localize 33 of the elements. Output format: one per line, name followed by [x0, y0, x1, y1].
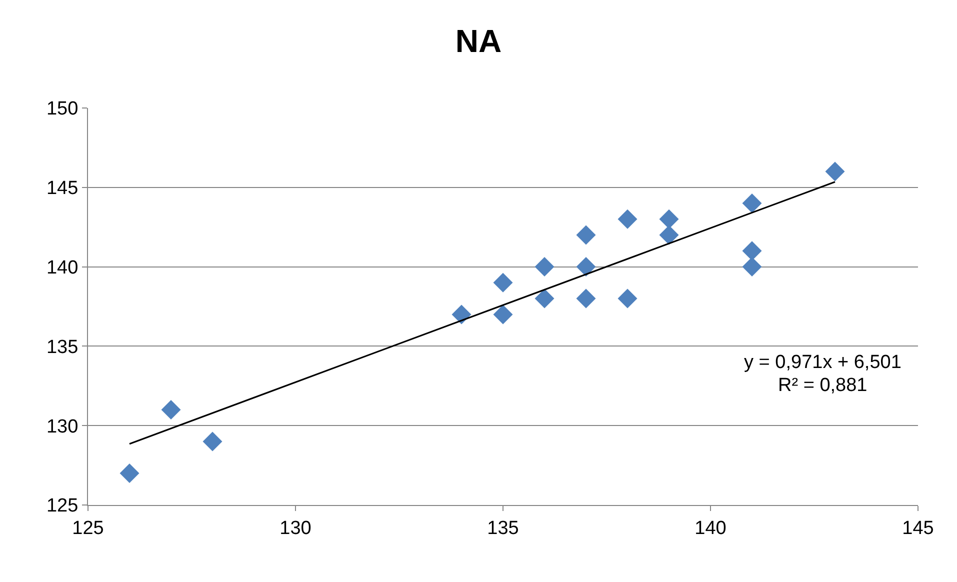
- annotation: y = 0,971x + 6,501: [744, 352, 902, 373]
- point: [576, 257, 596, 277]
- point: [825, 162, 845, 182]
- point: [659, 225, 679, 245]
- y-tick-label: 125: [46, 496, 78, 517]
- point: [493, 272, 513, 292]
- point: [742, 257, 762, 277]
- chart-title: NA: [455, 22, 502, 59]
- point: [202, 432, 222, 452]
- x-tick-label: 145: [902, 518, 934, 539]
- point: [534, 288, 554, 308]
- point: [618, 209, 638, 229]
- x-tick-label: 140: [694, 518, 726, 539]
- y-tick-label: 150: [46, 98, 78, 120]
- point: [534, 257, 554, 277]
- point: [742, 241, 762, 261]
- x-tick-label: 130: [280, 518, 312, 539]
- y-tick-label: 140: [46, 257, 78, 278]
- point: [452, 304, 472, 324]
- y-tick-label: 135: [46, 336, 78, 358]
- point: [659, 209, 679, 229]
- y-tick-label: 130: [46, 416, 78, 438]
- x-tick-label: 135: [487, 518, 519, 539]
- point: [742, 194, 762, 214]
- point: [576, 288, 596, 308]
- point: [161, 400, 181, 420]
- point: [618, 288, 638, 308]
- point: [120, 463, 140, 483]
- x-tick-label: 125: [72, 518, 104, 539]
- y-tick-label: 145: [46, 178, 78, 200]
- point: [576, 225, 596, 245]
- annotation: R² = 0,881: [778, 375, 868, 396]
- point: [493, 304, 513, 324]
